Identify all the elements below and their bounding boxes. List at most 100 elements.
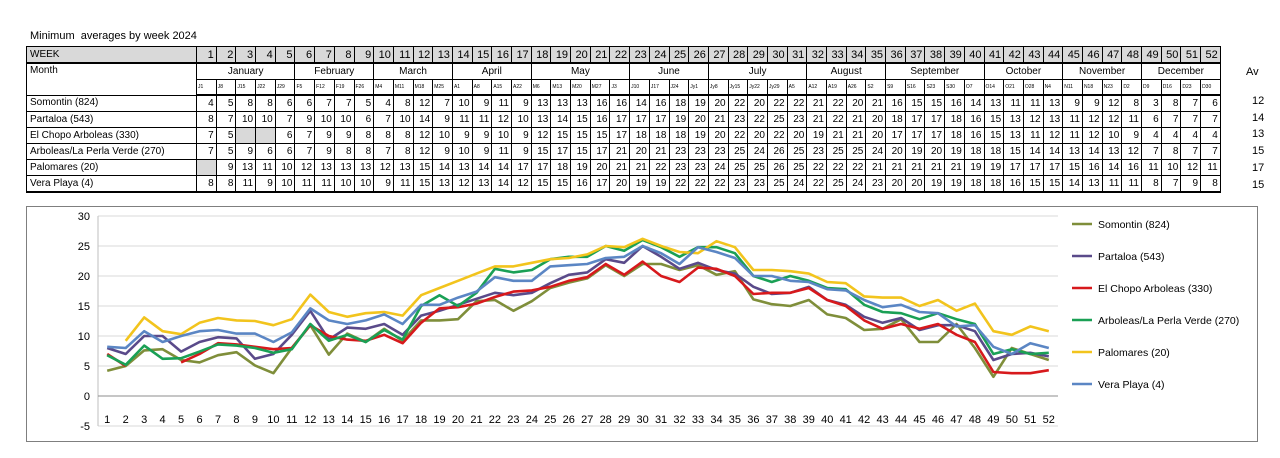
min-temp-cell: 15 — [570, 111, 591, 128]
min-temp-cell: 7 — [294, 143, 316, 160]
min-temp-cell: 17 — [1022, 159, 1044, 176]
min-temp-cell: 16 — [1003, 175, 1024, 193]
min-temp-cell: 23 — [707, 143, 729, 160]
week-number: 21 — [589, 46, 611, 64]
average-header: Av — [1246, 66, 1259, 78]
average-value: 14 — [1252, 111, 1265, 124]
week-start-date: F12 — [314, 79, 335, 96]
min-temp-cell: 11 — [451, 111, 473, 128]
week-number: 37 — [904, 46, 926, 64]
min-temp-cell: 15 — [924, 94, 946, 112]
week-start-date: M11 — [392, 79, 414, 96]
min-temp-cell: 11 — [1141, 159, 1162, 176]
week-start-date: F19 — [333, 79, 355, 96]
min-temp-cell: 21 — [648, 143, 670, 160]
min-temp-cell: 12 — [373, 159, 394, 176]
min-temp-cell: 14 — [1101, 159, 1123, 176]
week-start-date: D16 — [1160, 79, 1182, 96]
min-temp-cell: 22 — [826, 159, 847, 176]
week-number: 28 — [727, 46, 749, 64]
week-start-date: O14 — [983, 79, 1005, 96]
table-row: Vera Playa (4) 8 8 11 9 10 11 11 10 10 9 11 15 13 12 13… — [26, 175, 1221, 193]
x-tick-label: 7 — [215, 414, 221, 426]
x-tick-label: 27 — [581, 414, 593, 426]
min-temp-cell: 25 — [727, 159, 749, 176]
min-temp-cell: 18 — [885, 111, 906, 128]
min-temp-cell: 9 — [314, 127, 335, 144]
min-temp-cell: 19 — [904, 143, 926, 160]
min-temp-cell: 12 — [1081, 111, 1103, 128]
x-tick-label: 17 — [396, 414, 408, 426]
min-temp-cell: 11 — [491, 143, 512, 160]
x-tick-label: 47 — [950, 414, 962, 426]
min-temp-cell: 24 — [786, 175, 808, 193]
average-value: 17 — [1252, 161, 1265, 174]
x-tick-label: 1 — [104, 414, 110, 426]
min-temp-cell: 18 — [983, 175, 1005, 193]
min-temp-cell: 11 — [235, 175, 257, 193]
week-number: 44 — [1042, 46, 1064, 64]
y-tick-label: 10 — [78, 331, 90, 343]
min-temp-cell: 10 — [333, 111, 355, 128]
min-temp-cell: 11 — [294, 175, 316, 193]
legend-label: El Chopo Arboleas (330) — [1098, 283, 1212, 295]
week-start-date: J1 — [196, 79, 217, 96]
x-tick-label: 45 — [913, 414, 925, 426]
x-tick-label: 37 — [766, 414, 778, 426]
week-number: 11 — [392, 46, 414, 64]
min-temp-cell: 12 — [491, 111, 512, 128]
x-tick-label: 29 — [618, 414, 630, 426]
week-number: 30 — [766, 46, 788, 64]
y-tick-label: 5 — [84, 361, 90, 373]
min-temp-cell: 20 — [865, 111, 887, 128]
min-temp-cell: 20 — [845, 94, 867, 112]
min-temp-cell: 11 — [1121, 111, 1142, 128]
min-temp-cell: 10 — [491, 127, 512, 144]
min-temp-cell: 18 — [629, 127, 650, 144]
min-temp-cell: 11 — [1200, 159, 1221, 176]
min-temp-cell: 5 — [353, 94, 375, 112]
min-temp-cell: 8 — [1121, 94, 1142, 112]
min-temp-cell: 21 — [707, 111, 729, 128]
min-temp-cell: 6 — [294, 94, 316, 112]
min-temp-cell: 11 — [471, 111, 493, 128]
month-row: Month January February March April May June Jul… — [26, 62, 1221, 96]
min-temp-cell: 15 — [1022, 175, 1044, 193]
x-tick-label: 35 — [729, 414, 741, 426]
dates-row: J1 J8 J15 J22 J29 F5 F12 F19 F26 M4 M11 M18 M25 A1 A8 A… — [27, 79, 1221, 96]
min-temp-cell: 11 — [1003, 94, 1024, 112]
min-temp-cell: 7 — [196, 143, 217, 160]
min-temp-cell: 23 — [806, 143, 827, 160]
x-tick-label: 34 — [710, 414, 722, 426]
min-temp-cell: 17 — [1003, 159, 1024, 176]
min-temp-cell: 17 — [550, 143, 572, 160]
min-temp-cell: 17 — [1042, 159, 1064, 176]
min-temp-cell: 19 — [668, 111, 690, 128]
min-temp-cell: 9 — [235, 143, 257, 160]
min-temp-cell: 14 — [629, 94, 650, 112]
min-temp-cell: 22 — [786, 94, 808, 112]
station-name: Somontin (824) — [26, 94, 197, 112]
min-temp-cell: 12 — [1101, 94, 1123, 112]
week-start-date: O21 — [1003, 79, 1024, 96]
min-temp-cell — [196, 159, 217, 176]
min-temp-cell: 9 — [511, 94, 532, 112]
month-name: March — [373, 62, 453, 80]
week-number: 35 — [865, 46, 887, 64]
min-temp-cell: 14 — [432, 159, 453, 176]
min-temp-cell: 12 — [451, 175, 473, 193]
min-temp-cell: 8 — [333, 143, 355, 160]
min-temp-cell: 23 — [688, 159, 709, 176]
min-temp-cell: 19 — [688, 127, 709, 144]
month-name: August — [806, 62, 887, 80]
min-temp-cell: 7 — [333, 94, 355, 112]
x-tick-label: 44 — [895, 414, 907, 426]
min-temp-cell: 16 — [589, 94, 611, 112]
min-temp-cell: 18 — [550, 159, 572, 176]
week-number: 8 — [333, 46, 355, 64]
x-tick-label: 6 — [196, 414, 202, 426]
min-temp-cell: 26 — [766, 143, 788, 160]
min-temp-cell: 25 — [786, 143, 808, 160]
week-start-date: M27 — [589, 79, 611, 96]
x-tick-label: 41 — [840, 414, 852, 426]
